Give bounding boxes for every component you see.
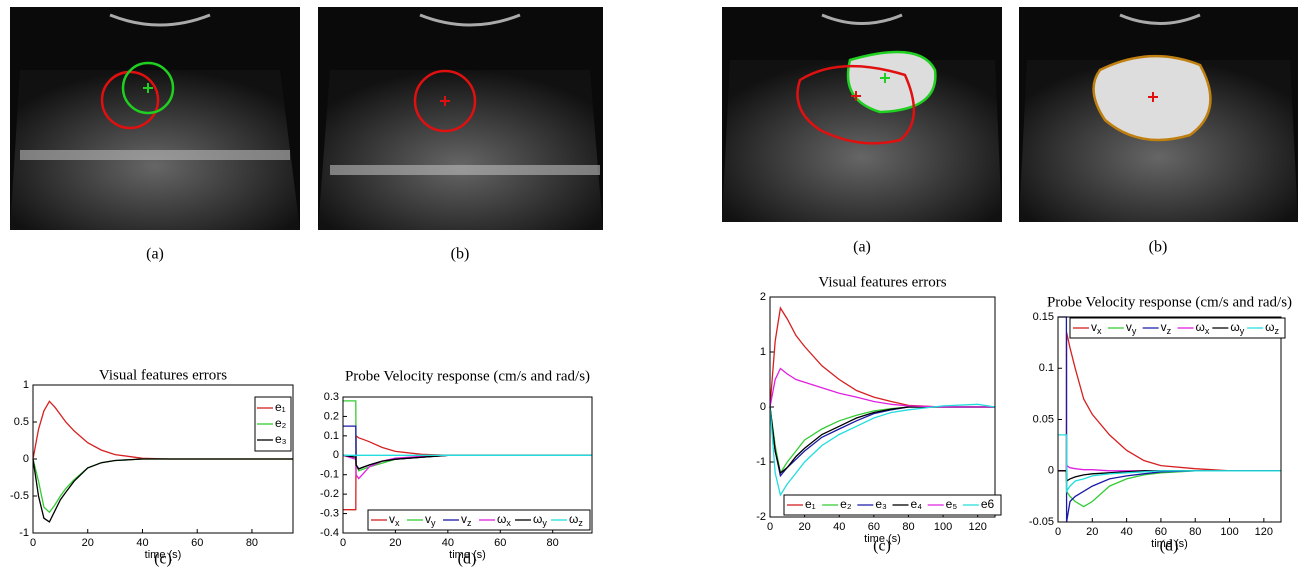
- series-line: [1058, 332, 1281, 470]
- series-line: [343, 401, 592, 471]
- legend-label: e₂: [840, 497, 852, 511]
- x-tick-label: 80: [547, 537, 559, 549]
- chart-title: Visual features errors: [99, 367, 227, 383]
- y-tick-label: 0: [760, 401, 766, 413]
- y-tick-label: 1: [760, 346, 766, 358]
- x-tick-label: 80: [902, 521, 914, 533]
- x-tick-label: 120: [1255, 526, 1273, 538]
- y-tick-label: 1: [23, 379, 29, 391]
- x-tick-label: 0: [340, 537, 346, 549]
- legend-label: e₃: [275, 432, 287, 446]
- x-tick-label: 40: [442, 537, 454, 549]
- y-tick-label: -1: [19, 527, 29, 539]
- legend-label: e6: [981, 497, 995, 511]
- image-a-left: [10, 7, 300, 230]
- series-line: [1058, 317, 1281, 522]
- chart-title: Probe Velocity response (cm/s and rad/s): [1047, 294, 1292, 310]
- x-tick-label: 120: [969, 521, 987, 533]
- y-tick-label: 0.5: [14, 416, 29, 428]
- x-tick-label: 60: [1155, 526, 1167, 538]
- x-tick-label: 20: [1086, 526, 1098, 538]
- plot-frame: [1058, 317, 1281, 522]
- x-tick-label: 20: [82, 537, 94, 549]
- image-b-right: [1019, 7, 1298, 222]
- x-tick-label: 80: [1189, 526, 1201, 538]
- series-line: [770, 308, 995, 407]
- x-tick-label: 20: [389, 537, 401, 549]
- y-tick-label: 0: [23, 453, 29, 465]
- y-tick-label: -0.5: [10, 490, 29, 502]
- y-tick-label: -1: [756, 456, 766, 468]
- x-axis-label: time (s): [449, 549, 486, 561]
- legend-label: e₄: [911, 497, 923, 511]
- image-a-right: [722, 7, 1002, 222]
- image-b-left: [318, 7, 603, 230]
- y-tick-label: 0.1: [1039, 362, 1054, 374]
- caption: (b): [451, 246, 470, 263]
- legend-label: e₅: [946, 497, 958, 511]
- series-line: [1058, 435, 1281, 491]
- series-line: [770, 369, 995, 408]
- legend-label: e₃: [875, 497, 887, 511]
- x-tick-label: 100: [934, 521, 952, 533]
- chart-title: Visual features errors: [818, 274, 946, 290]
- y-tick-label: -0.4: [320, 527, 339, 539]
- y-tick-label: 0.1: [324, 430, 339, 442]
- x-tick-label: 0: [30, 537, 36, 549]
- y-tick-label: -0.1: [320, 469, 339, 481]
- x-tick-label: 0: [1055, 526, 1061, 538]
- y-tick-label: 0.15: [1033, 311, 1054, 323]
- y-tick-label: -0.3: [320, 507, 339, 519]
- figure: (a)(b)(c)(d)(a)(b)(c)(d)Visual features …: [0, 0, 1303, 570]
- legend-label: e₁: [805, 497, 816, 511]
- x-axis-label: time (s): [145, 549, 182, 561]
- x-tick-label: 80: [246, 537, 258, 549]
- caption: (a): [146, 246, 164, 263]
- caption: (a): [853, 239, 871, 256]
- y-tick-label: -0.05: [1029, 516, 1054, 528]
- x-axis-label: time (s): [1151, 538, 1188, 550]
- x-tick-label: 40: [833, 521, 845, 533]
- y-tick-label: -2: [756, 511, 766, 523]
- x-tick-label: 60: [868, 521, 880, 533]
- y-tick-label: 0.05: [1033, 413, 1054, 425]
- x-tick-label: 20: [798, 521, 810, 533]
- y-tick-label: 2: [760, 291, 766, 303]
- x-tick-label: 0: [767, 521, 773, 533]
- legend-label: e₁: [275, 400, 286, 414]
- x-tick-label: 60: [494, 537, 506, 549]
- series-line: [33, 459, 293, 512]
- y-tick-label: 0.2: [324, 410, 339, 422]
- series-line: [343, 455, 592, 478]
- y-tick-label: 0: [333, 449, 339, 461]
- y-tick-label: 0: [1048, 465, 1054, 477]
- caption: (b): [1149, 239, 1168, 256]
- x-tick-label: 60: [191, 537, 203, 549]
- series-line: [343, 436, 592, 510]
- y-tick-label: 0.3: [324, 391, 339, 403]
- x-tick-label: 40: [136, 537, 148, 549]
- x-tick-label: 40: [1120, 526, 1132, 538]
- series-line: [343, 455, 592, 469]
- x-axis-label: time (s): [864, 533, 901, 545]
- x-tick-label: 100: [1220, 526, 1238, 538]
- legend-label: e₂: [275, 416, 287, 430]
- series-line: [33, 459, 293, 522]
- chart-title: Probe Velocity response (cm/s and rad/s): [345, 368, 590, 384]
- series-line: [33, 401, 293, 459]
- y-tick-label: -0.2: [320, 488, 339, 500]
